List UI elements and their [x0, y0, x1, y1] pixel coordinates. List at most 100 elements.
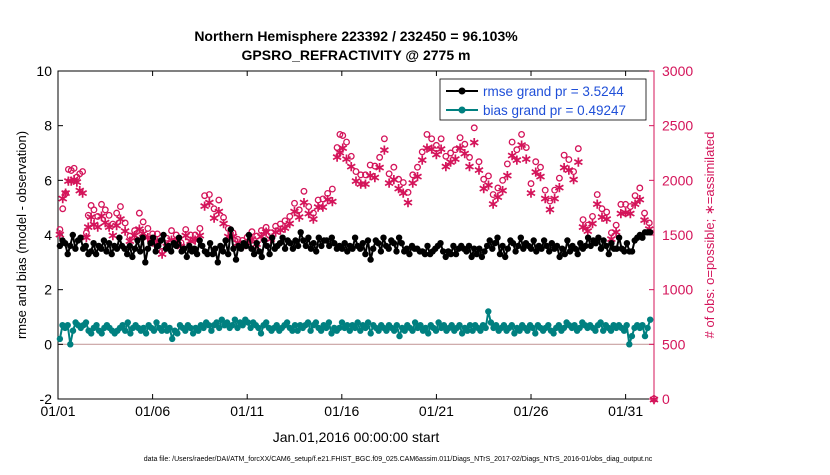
rmse-point — [253, 240, 260, 247]
obs-assimilated-point: ∗ — [133, 220, 145, 236]
bias-point — [393, 322, 400, 329]
obs-assimilated-point: ∗ — [119, 223, 131, 239]
obs-possible-point — [210, 205, 218, 213]
obs-possible-point — [466, 153, 473, 161]
bias-point — [464, 327, 471, 334]
bias-point — [469, 327, 476, 334]
rmse-point — [496, 250, 504, 258]
legend: rmse grand pr = 3.5244 bias grand pr = 0… — [439, 78, 647, 121]
rmse-point — [538, 245, 545, 252]
obs-assimilated-point: ∗ — [60, 184, 72, 200]
rmse-point — [571, 245, 579, 252]
x-axis: 01/01 01/06 01/11 01/16 01/21 01/26 01/31 — [40, 71, 643, 419]
obs-possible-point — [253, 232, 261, 240]
rmse-point — [615, 234, 623, 241]
bias-point — [150, 327, 158, 334]
left-y-tick-label: 6 — [44, 172, 52, 188]
obs-possible-point — [220, 214, 228, 221]
bias-point — [597, 319, 604, 326]
bias-point — [354, 319, 361, 326]
rmse-point — [69, 231, 77, 239]
rmse-point — [87, 248, 95, 255]
bias-point — [555, 322, 562, 329]
obs-possible-point — [144, 224, 152, 232]
obs-possible-point — [574, 145, 582, 153]
x-tick-label: 01/21 — [419, 403, 454, 419]
rmse-point — [100, 237, 108, 244]
obs-possible-point — [480, 175, 488, 183]
obs-possible-point — [305, 203, 313, 211]
rmse-point — [61, 240, 69, 247]
obs-assimilated-point: ∗ — [369, 169, 381, 185]
rmse-point — [250, 250, 258, 258]
bias-point — [492, 322, 500, 329]
rmse-point — [582, 242, 589, 250]
rmse-point — [471, 245, 478, 252]
obs-assimilated-point: ∗ — [96, 207, 108, 223]
rmse-point — [424, 242, 431, 250]
obs-assimilated-point: ∗ — [478, 180, 490, 196]
obs-possible-point — [101, 206, 109, 214]
obs-assimilated-point: ∗ — [54, 226, 66, 242]
x-tick-label: 01/01 — [40, 403, 75, 419]
obs-possible-point — [494, 184, 502, 192]
obs-possible-point — [570, 168, 578, 176]
obs-assimilated-point: ∗ — [284, 215, 296, 231]
rmse-point — [305, 234, 312, 241]
bias-point — [401, 327, 408, 334]
bias-point — [532, 330, 539, 337]
obs-assimilated-point: ∗ — [115, 211, 127, 227]
obs-possible-point — [362, 171, 369, 179]
obs-possible-point — [423, 130, 431, 138]
bias-point — [458, 330, 466, 337]
rmse-point — [481, 248, 488, 255]
obs-assimilated-point: ∗ — [355, 176, 367, 192]
obs-possible-point — [489, 191, 497, 198]
obs-possible-point — [135, 209, 143, 217]
obs-assimilated-point: ∗ — [431, 146, 443, 162]
bias-point — [346, 327, 353, 334]
obs-assimilated-point: ∗ — [298, 194, 310, 210]
obs-assimilated-point: ∗ — [194, 227, 206, 243]
obs-assimilated-point: ∗ — [107, 227, 119, 243]
x-axis-label: Jan.01,2016 00:00:00 start — [273, 429, 440, 445]
obs-possible-point — [522, 144, 530, 151]
bias-point — [67, 341, 74, 348]
rmse-point — [82, 242, 90, 250]
obs-possible-point — [276, 220, 284, 228]
rmse-point — [219, 248, 227, 255]
obs-assimilated-point: ∗ — [65, 172, 77, 188]
rmse-point — [613, 245, 620, 252]
obs-possible-point — [499, 176, 507, 184]
rmse-point — [406, 250, 413, 258]
rmse-point — [530, 237, 537, 244]
obs-assimilated-point: ∗ — [256, 228, 268, 244]
rmse-point — [307, 245, 315, 252]
obs-possible-point — [584, 221, 592, 229]
right-y-label: # of obs: o=possible; ∗=assimilated — [702, 132, 717, 339]
obs-assimilated-point: ∗ — [82, 218, 94, 234]
rmse-point — [395, 234, 403, 241]
obs-possible-point — [357, 171, 365, 179]
rmse-point — [103, 248, 110, 255]
obs-possible-point — [352, 168, 360, 176]
obs-possible-point — [126, 232, 134, 240]
rmse-point — [289, 245, 297, 252]
x-tick-label: 01/26 — [513, 403, 548, 419]
bias-point — [626, 341, 633, 348]
obs-possible-point — [390, 163, 398, 171]
bias-point — [304, 319, 312, 326]
rmse-point — [584, 234, 592, 241]
bias-point — [600, 327, 607, 334]
x-tick-label: 01/11 — [230, 403, 264, 419]
obs-possible-point — [262, 223, 270, 231]
bias-point — [448, 322, 455, 329]
obs-assimilated-point: ∗ — [374, 159, 386, 175]
obs-assimilated-point: ∗ — [530, 164, 542, 180]
obs-assimilated-point: ∗ — [464, 158, 476, 174]
obs-assimilated-point: ∗ — [260, 224, 272, 240]
rmse-point — [566, 248, 574, 255]
bias-point — [229, 322, 236, 329]
obs-assimilated-point: ∗ — [137, 225, 149, 241]
bias-point — [482, 324, 489, 332]
